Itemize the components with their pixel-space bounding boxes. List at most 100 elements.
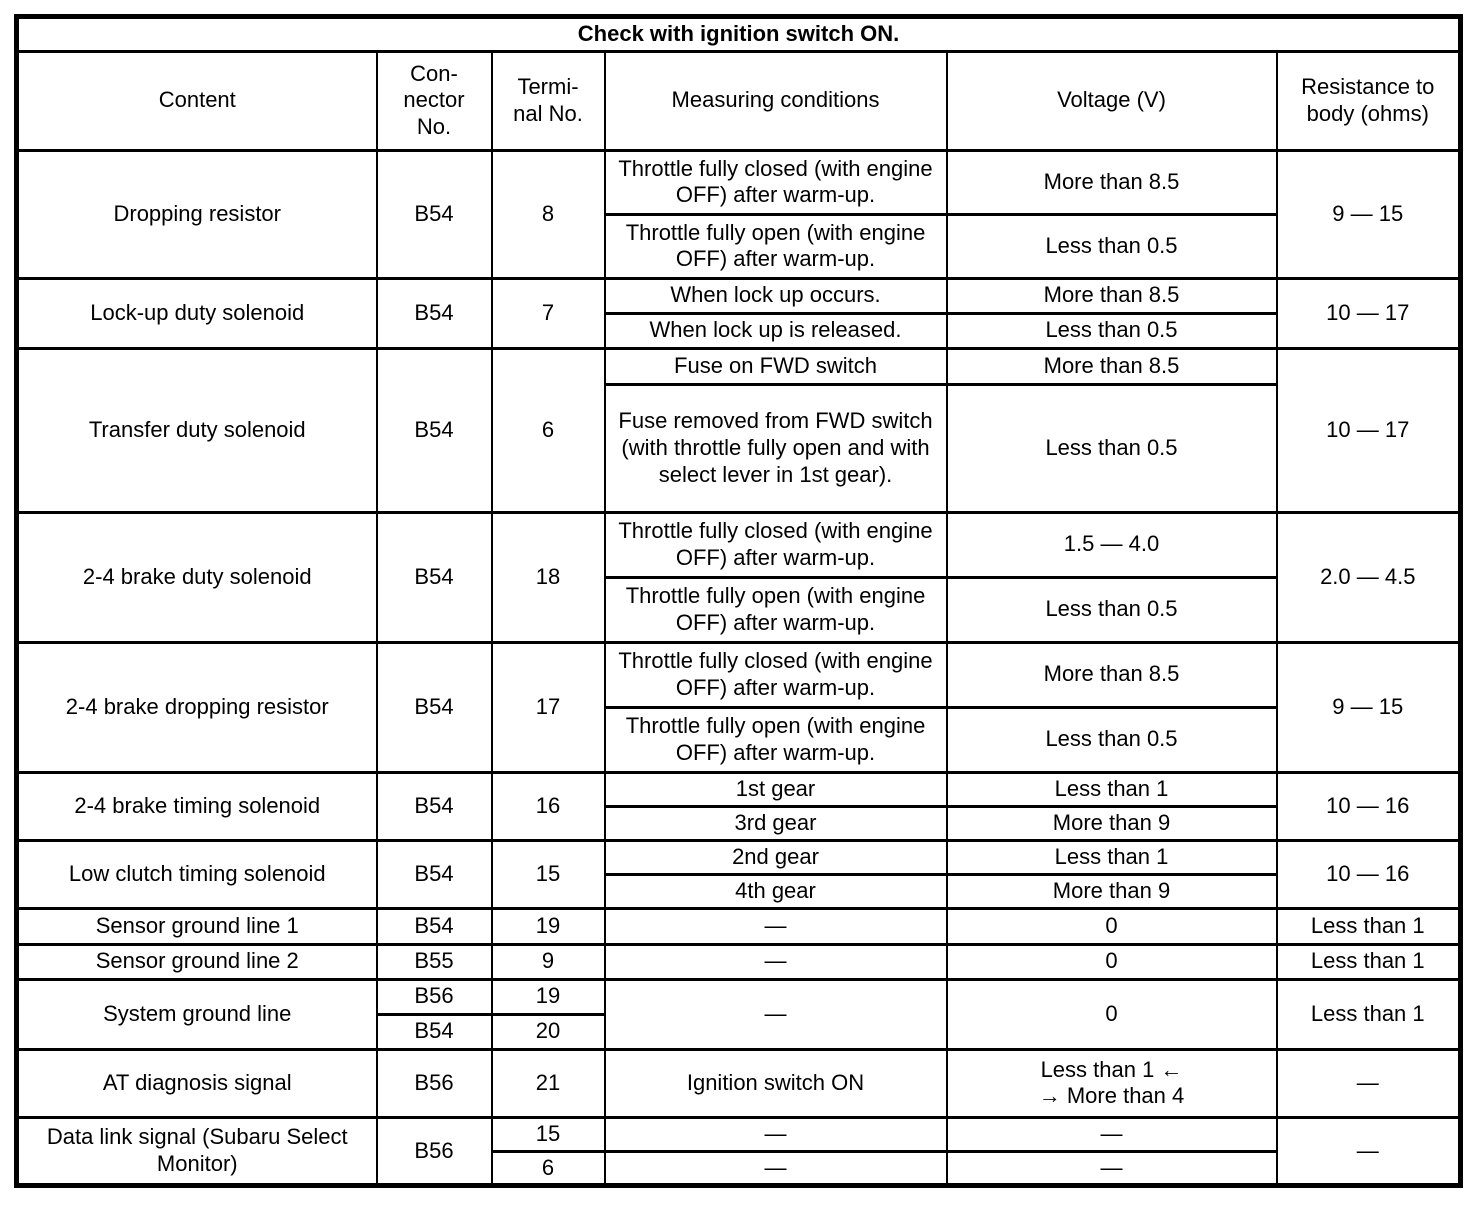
- voltage-cell: Less than 0.5: [945, 311, 1278, 350]
- voltage-cell: —: [945, 1115, 1278, 1153]
- resistance-cell: 9 — 15: [1275, 640, 1462, 774]
- condition-cell: Throttle fully open (with engine OFF) af…: [603, 705, 948, 774]
- col-header-content: Content: [15, 49, 378, 152]
- content-cell: System ground line: [15, 977, 378, 1051]
- voltage-cell: Less than 0.5: [945, 705, 1278, 774]
- content-cell: Low clutch timing solenoid: [15, 838, 378, 910]
- table-subrow: Throttle fully open (with engine OFF) af…: [17, 212, 1461, 280]
- condition-cell: Ignition switch ON: [603, 1047, 948, 1119]
- condition-cell: —: [603, 942, 948, 981]
- content-cell: 2-4 brake timing solenoid: [15, 770, 378, 842]
- resistance-cell: Less than 1: [1275, 942, 1462, 981]
- connector-cell: B54: [375, 640, 493, 774]
- resistance-cell: Less than 1: [1275, 977, 1462, 1051]
- content-cell: Sensor ground line 1: [15, 906, 378, 946]
- connector-cell: B54: [375, 148, 493, 280]
- condition-cell: Throttle fully open (with engine OFF) af…: [603, 575, 948, 644]
- terminal-cell: 17: [490, 640, 606, 774]
- voltage-cell: More than 9: [945, 872, 1278, 910]
- terminal-cell: 6: [490, 1149, 606, 1188]
- table-title-row: Check with ignition switch ON.: [15, 15, 1462, 53]
- condition-cell: Fuse removed from FWD switch (with throt…: [603, 382, 948, 514]
- resistance-cell: 10 — 16: [1275, 838, 1462, 910]
- content-cell: AT diagnosis signal: [15, 1047, 378, 1119]
- voltage-cell: 0: [945, 906, 1278, 946]
- voltage-cell: Less than 1: [945, 838, 1278, 876]
- connector-cell: B54: [375, 510, 493, 644]
- resistance-cell: —: [1275, 1115, 1462, 1188]
- condition-cell: —: [603, 906, 948, 946]
- condition-cell: Throttle fully open (with engine OFF) af…: [603, 212, 948, 280]
- content-cell: 2-4 brake duty solenoid: [15, 510, 378, 644]
- voltage-cell: Less than 1 ← → More than 4: [945, 1047, 1278, 1119]
- terminal-cell: 9: [490, 942, 606, 981]
- content-cell: Transfer duty solenoid: [15, 346, 378, 514]
- condition-cell: Throttle fully closed (with engine OFF) …: [603, 640, 948, 709]
- content-cell: Sensor ground line 2: [15, 942, 378, 981]
- table-row: 2-4 brake dropping resistor B54 17 Throt…: [15, 640, 1462, 774]
- terminal-cell: 19: [490, 906, 606, 946]
- voltage-cell: More than 8.5: [945, 640, 1278, 709]
- connector-cell: B56: [375, 1115, 493, 1188]
- terminal-cell: 7: [490, 276, 606, 350]
- condition-cell: Fuse on FWD switch: [603, 346, 948, 386]
- table-row: AT diagnosis signal B56 21 Ignition swit…: [15, 1047, 1462, 1119]
- table-row: Low clutch timing solenoid B54 15 2nd ge…: [15, 838, 1462, 910]
- terminal-cell: 18: [490, 510, 606, 644]
- resistance-cell: 10 — 16: [1275, 770, 1462, 842]
- col-header-resistance: Resistance to body (ohms): [1275, 49, 1462, 152]
- voltage-cell: Less than 1: [945, 770, 1278, 808]
- terminal-cell: 15: [490, 1115, 606, 1153]
- voltage-cell: 0: [945, 942, 1278, 981]
- terminal-cell: 8: [490, 148, 606, 280]
- table-subrow: 6 — —: [17, 1149, 1461, 1188]
- content-cell: Data link signal (Subaru Select Monitor): [15, 1115, 378, 1188]
- condition-cell: —: [603, 977, 948, 1051]
- table-row: 2-4 brake duty solenoid B54 18 Throttle …: [15, 510, 1462, 644]
- table-subrow: 3rd gear More than 9: [17, 804, 1461, 842]
- table-subrow: 4th gear More than 9: [17, 872, 1461, 910]
- terminal-cell: 16: [490, 770, 606, 842]
- table-subrow: B54 20: [17, 1012, 1461, 1051]
- resistance-cell: —: [1275, 1047, 1462, 1119]
- table-title: Check with ignition switch ON.: [15, 15, 1462, 53]
- condition-cell: When lock up occurs.: [603, 276, 948, 315]
- condition-cell: 2nd gear: [603, 838, 948, 876]
- terminal-cell: 6: [490, 346, 606, 514]
- voltage-cell: More than 8.5: [945, 276, 1278, 315]
- table-row: Dropping resistor B54 8 Throttle fully c…: [15, 148, 1462, 280]
- connector-cell: B55: [375, 942, 493, 981]
- connector-cell: B56: [375, 1047, 493, 1119]
- terminal-cell: 19: [490, 977, 606, 1016]
- table-row: Sensor ground line 2 B55 9 — 0 Less than…: [15, 942, 1462, 981]
- col-header-terminal-no: Termi- nal No.: [490, 49, 606, 152]
- content-cell: 2-4 brake dropping resistor: [15, 640, 378, 774]
- table-row: Data link signal (Subaru Select Monitor)…: [15, 1115, 1462, 1188]
- connector-cell: B54: [375, 276, 493, 350]
- table-row: Transfer duty solenoid B54 6 Fuse on FWD…: [15, 346, 1462, 514]
- table-row: Sensor ground line 1 B54 19 — 0 Less tha…: [15, 906, 1462, 946]
- terminal-cell: 21: [490, 1047, 606, 1119]
- col-header-voltage: Voltage (V): [945, 49, 1278, 152]
- col-header-measuring-conditions: Measuring conditions: [603, 49, 948, 152]
- condition-cell: Throttle fully closed (with engine OFF) …: [603, 148, 948, 216]
- voltage-cell: Less than 0.5: [945, 212, 1278, 280]
- voltage-resistance-table: Check with ignition switch ON. Content C…: [14, 14, 1464, 1189]
- condition-cell: Throttle fully closed (with engine OFF) …: [603, 510, 948, 579]
- condition-cell: When lock up is released.: [603, 311, 948, 350]
- condition-cell: 1st gear: [603, 770, 948, 808]
- table-row: System ground line B56 19 — 0 Less than …: [15, 977, 1462, 1051]
- connector-cell: B56: [375, 977, 493, 1016]
- voltage-cell: Less than 0.5: [945, 382, 1278, 514]
- table-subrow: Throttle fully open (with engine OFF) af…: [17, 575, 1461, 644]
- col-header-connector-no: Con- nector No.: [375, 49, 493, 152]
- condition-cell: 3rd gear: [603, 804, 948, 842]
- connector-cell: B54: [375, 770, 493, 842]
- voltage-cell: More than 8.5: [945, 346, 1278, 386]
- voltage-cell: —: [945, 1149, 1278, 1188]
- table-subrow: Fuse removed from FWD switch (with throt…: [17, 382, 1461, 514]
- column-header-row: Content Con- nector No. Termi- nal No. M…: [15, 49, 1462, 152]
- voltage-cell: Less than 0.5: [945, 575, 1278, 644]
- voltage-cell: 1.5 — 4.0: [945, 510, 1278, 579]
- connector-cell: B54: [375, 838, 493, 910]
